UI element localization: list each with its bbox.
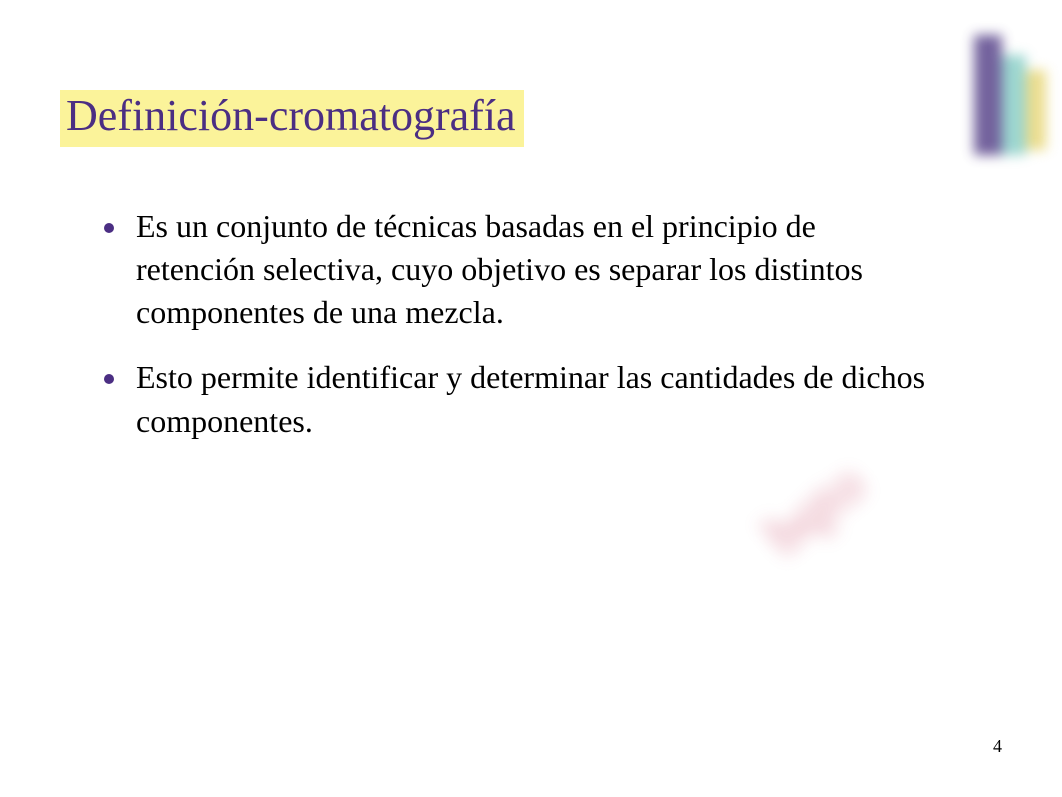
bullet-marker-icon [104,374,114,384]
list-item: Esto permite identificar y determinar la… [104,356,940,442]
bullet-text: Esto permite identificar y determinar la… [136,356,940,442]
slide: Definición-cromatografía Es un conjunto … [0,0,1062,797]
bullet-text: Es un conjunto de técnicas basadas en el… [136,205,940,335]
slide-content: Es un conjunto de técnicas basadas en el… [60,205,940,443]
page-number: 4 [993,736,1002,757]
corner-logo-icon [912,0,1062,210]
slide-title: Definición-cromatografía [66,90,516,143]
title-highlight: Definición-cromatografía [60,90,524,147]
bullet-marker-icon [104,223,114,233]
list-item: Es un conjunto de técnicas basadas en el… [104,205,940,335]
